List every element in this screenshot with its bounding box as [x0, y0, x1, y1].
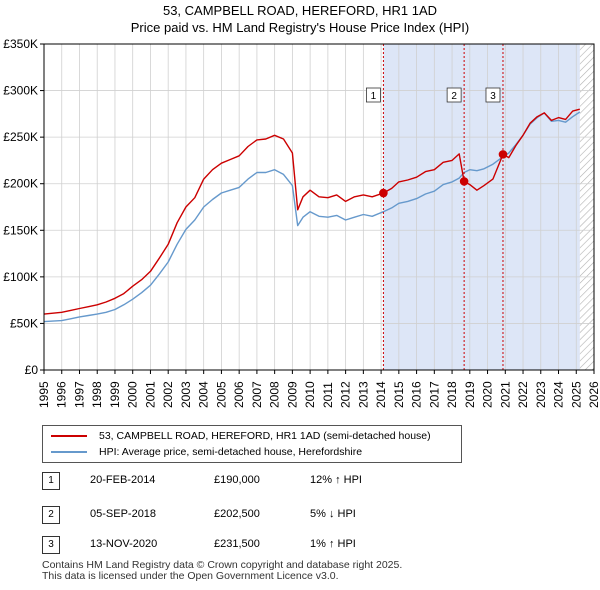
x-tick-label: 2018	[445, 381, 459, 408]
y-tick-label: £100K	[3, 270, 38, 284]
transaction-chart-badge-label: 2	[451, 91, 457, 102]
y-tick-label: £200K	[3, 177, 38, 191]
footer-line-copyright: Contains HM Land Registry data © Crown c…	[42, 559, 403, 571]
x-tick-label: 2013	[356, 381, 370, 408]
x-tick-label: 2001	[143, 381, 157, 408]
x-tick-label: 2015	[392, 381, 406, 408]
x-tick-label: 1999	[108, 381, 122, 408]
x-tick-label: 1998	[90, 381, 104, 408]
price-chart: £0 £50K £100K £150K £200K £250K £300K £350K 1995…	[3, 37, 600, 408]
x-tick-label: 2025	[569, 381, 583, 408]
transaction-date: 05-SEP-2018	[90, 508, 157, 520]
transaction-point	[498, 150, 508, 159]
x-tick-label: 2008	[268, 381, 282, 408]
x-tick-label: 2020	[481, 381, 495, 408]
transaction-row: 2 05-SEP-2018 £202,500 5% ↓ HPI	[42, 506, 462, 524]
x-tick-label: 1996	[55, 381, 69, 408]
legend-swatch-property	[51, 435, 87, 437]
footer-attribution: Contains HM Land Registry data © Crown c…	[42, 560, 402, 582]
x-tick-label: 1997	[72, 381, 86, 408]
chart-title-block: 53, CAMPBELL ROAD, HEREFORD, HR1 1AD Pri…	[0, 2, 600, 36]
future-hatch	[579, 44, 594, 370]
legend-label-hpi: HPI: Average price, semi-detached house,…	[99, 446, 363, 458]
x-tick-label: 2009	[285, 381, 299, 408]
x-tick-label: 2007	[250, 381, 264, 408]
footer-line-licence: This data is licensed under the Open Gov…	[42, 570, 339, 582]
transaction-chart-badge	[446, 87, 462, 103]
x-tick-label: 2019	[463, 381, 477, 408]
x-tick-label: 2002	[161, 381, 175, 408]
transaction-point	[459, 177, 469, 186]
transaction-row: 1 20-FEB-2014 £190,000 12% ↑ HPI	[42, 472, 462, 490]
chart-subtitle: Price paid vs. HM Land Registry's House …	[130, 20, 470, 35]
transaction-row: 3 13-NOV-2020 £231,500 1% ↑ HPI	[42, 536, 462, 554]
x-tick-label: 2012	[339, 381, 353, 408]
transaction-chart-badge	[366, 87, 381, 103]
legend-item-property: 53, CAMPBELL ROAD, HEREFORD, HR1 1AD (se…	[51, 428, 431, 444]
transaction-date: 13-NOV-2020	[90, 538, 158, 550]
transaction-price: £190,000	[214, 474, 260, 486]
x-tick-label: 2026	[587, 381, 600, 408]
x-tick-label: 2022	[516, 381, 530, 408]
transaction-price: £202,500	[214, 508, 260, 520]
transaction-hpi: 12% ↑ HPI	[310, 474, 362, 486]
x-tick-label: 1995	[37, 381, 51, 408]
x-tick-label: 2003	[179, 381, 193, 408]
x-tick-label: 2010	[303, 381, 317, 408]
transaction-chart-badge-label: 3	[490, 91, 496, 102]
x-tick-label: 2021	[498, 381, 512, 408]
transaction-point	[379, 188, 388, 198]
y-tick-label: £50K	[10, 316, 38, 330]
chart-legend: 53, CAMPBELL ROAD, HEREFORD, HR1 1AD (se…	[42, 425, 462, 463]
transaction-hpi: 5% ↓ HPI	[310, 508, 356, 520]
chart-title: 53, CAMPBELL ROAD, HEREFORD, HR1 1AD	[162, 3, 438, 18]
legend-item-hpi: HPI: Average price, semi-detached house,…	[51, 444, 362, 460]
transaction-price: £231,500	[214, 538, 260, 550]
x-tick-label: 2024	[552, 381, 566, 408]
legend-label-property: 53, CAMPBELL ROAD, HEREFORD, HR1 1AD (se…	[99, 430, 431, 442]
y-tick-label: £0	[25, 363, 39, 377]
y-tick-label: £250K	[3, 130, 38, 144]
x-tick-label: 2011	[321, 382, 335, 408]
y-tick-label: £300K	[3, 84, 38, 98]
transaction-badge: 3	[42, 536, 60, 554]
shaded-period	[383, 44, 580, 370]
x-tick-label: 2004	[197, 381, 211, 408]
transaction-badge: 2	[42, 506, 60, 524]
transaction-date: 20-FEB-2014	[90, 474, 156, 486]
y-tick-label: £150K	[3, 223, 38, 237]
legend-swatch-hpi	[51, 451, 87, 453]
transaction-chart-badge	[485, 87, 501, 103]
x-tick-label: 2017	[427, 381, 441, 408]
x-tick-label: 2014	[374, 381, 388, 408]
transaction-hpi: 1% ↑ HPI	[310, 538, 356, 550]
transaction-chart-badge-label: 1	[371, 91, 377, 102]
x-tick-label: 2000	[126, 381, 140, 408]
x-tick-label: 2006	[232, 381, 246, 408]
x-tick-label: 2023	[534, 381, 548, 408]
transaction-badge: 1	[42, 472, 60, 490]
plot-frame	[43, 43, 595, 371]
x-tick-label: 2005	[214, 381, 228, 408]
y-tick-label: £350K	[3, 37, 38, 51]
x-tick-label: 2016	[410, 381, 424, 408]
